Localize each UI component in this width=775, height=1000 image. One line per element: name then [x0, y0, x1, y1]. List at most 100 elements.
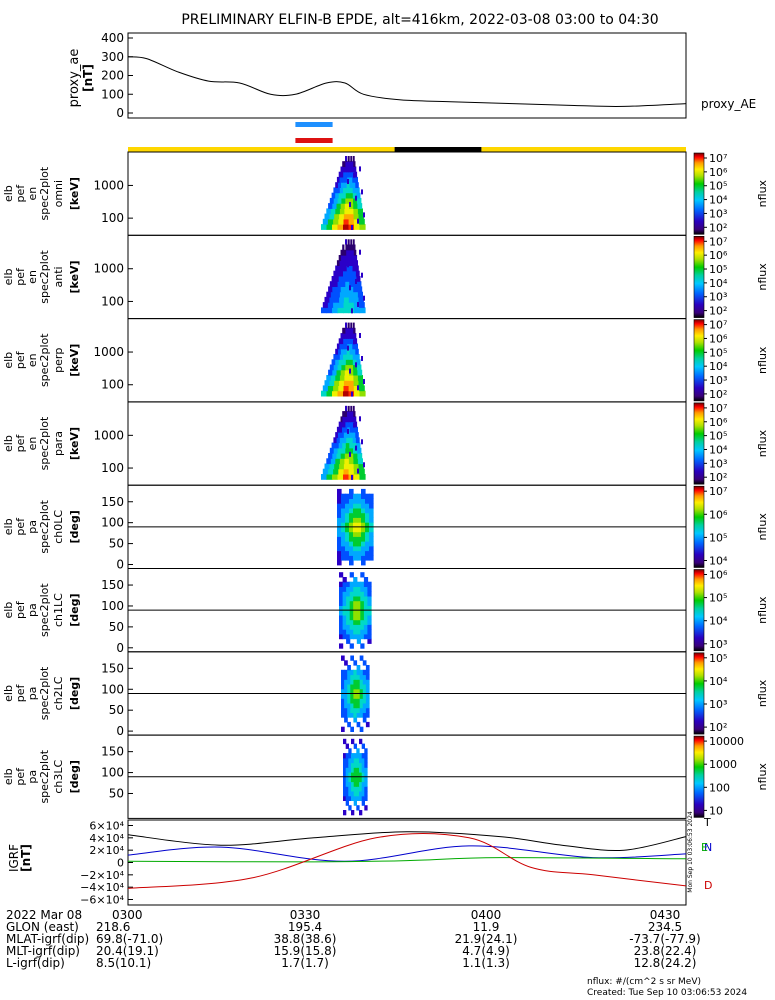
pa-cell: [341, 555, 346, 561]
pa-cell: [343, 753, 347, 759]
pa-cell: [350, 655, 354, 661]
pa-cell: [345, 757, 349, 764]
spectrogram-cell: [346, 182, 351, 188]
pa-cell: [349, 591, 354, 597]
pa-cell: [364, 767, 368, 773]
status-bar-yellow: [481, 147, 686, 152]
pa-cell: [365, 688, 370, 694]
spectrogram-cell: [321, 224, 328, 230]
pa-cell: [356, 757, 360, 764]
pa-cell: [365, 712, 370, 718]
spectrogram-cell: [338, 385, 345, 392]
spectrogram-cell: [355, 437, 360, 444]
spectrogram-cell: [339, 380, 345, 386]
energy-panel-frame: [127, 401, 687, 486]
pa-cell: [362, 684, 367, 690]
spectrogram-cell: [352, 432, 356, 438]
pa-cell: [353, 503, 358, 509]
panel-ylabel: elb: [2, 768, 15, 785]
energy-ytick-label: 1000: [93, 428, 124, 442]
spectrogram-cell: [343, 255, 346, 261]
spectrogram-cell: [354, 390, 361, 397]
spectrogram-cell: [327, 302, 334, 308]
spectrogram-cell: [338, 359, 343, 366]
spectrogram-cell: [332, 224, 339, 230]
spectrogram-cell: [321, 474, 328, 480]
pa-cell: [337, 498, 342, 504]
spectrogram-speckle: [347, 345, 349, 351]
pa-cell: [349, 600, 354, 606]
pa-cell: [337, 560, 342, 566]
colorbar-tick-label: 10⁶: [709, 249, 728, 262]
spectrogram-cell: [326, 458, 332, 465]
pa-cell: [345, 517, 350, 523]
footer-value: 234.5: [647, 920, 683, 934]
spectrogram-cell: [342, 244, 345, 251]
spectrogram-cells: [321, 156, 366, 230]
pa-cell: [353, 688, 358, 694]
spectrogram-cell: [348, 411, 351, 417]
pa-cell: [341, 541, 346, 547]
spectrogram-cell: [330, 458, 336, 465]
panel-ylabel: pef: [14, 184, 27, 203]
spectrogram-cell: [339, 260, 343, 266]
spectrogram-cell: [334, 296, 340, 303]
pa-cell: [357, 541, 362, 547]
spectrogram-cell: [332, 369, 338, 376]
spectrogram-cell: [350, 416, 353, 423]
panel-ylabel: anti: [52, 266, 65, 287]
colorbar-tick-label: 10⁴: [709, 360, 728, 373]
spectrogram-speckle: [349, 451, 351, 457]
pa-cell: [349, 610, 354, 616]
spectrogram-cell: [348, 375, 354, 381]
created-stamp: Created: Tue Sep 10 03:06:53 2024: [587, 988, 748, 998]
spectrogram-cell: [336, 203, 342, 209]
spectrogram-cell: [337, 307, 344, 314]
panel-ylabel: en: [26, 187, 39, 201]
pa-cell: [348, 805, 352, 811]
spectrogram-cell: [353, 213, 359, 220]
pa-cell: [356, 795, 360, 801]
spectrogram-cell: [352, 354, 357, 360]
spectrogram-cell: [331, 192, 336, 199]
spectrogram-speckle: [353, 422, 355, 428]
pa-cell: [348, 781, 352, 787]
footer-value: 1.1(1.3): [462, 956, 510, 970]
colorbar-tick-label: 10⁵: [709, 180, 727, 193]
spectrogram-cell: [353, 291, 359, 298]
spectrogram-cell: [352, 192, 357, 199]
pa-cell: [360, 581, 365, 587]
colorbar-tick-label: 10000: [709, 735, 744, 748]
spectrogram-cell: [329, 463, 335, 470]
footer-value: -73.7(-77.9): [629, 932, 701, 946]
spectrogram-cell: [329, 364, 335, 371]
pa-cell: [343, 791, 347, 797]
pa-cell: [359, 702, 364, 709]
pa-cell: [362, 707, 367, 713]
pa-cell: [339, 581, 344, 587]
spectrogram-cell: [341, 281, 346, 287]
pa-cell: [350, 669, 354, 676]
pa-cell: [353, 586, 358, 592]
spectrogram-speckle: [361, 356, 363, 361]
spectrogram-cell: [348, 244, 351, 251]
pa-cell: [363, 610, 369, 616]
footer-value: 23.8(22.4): [633, 944, 697, 958]
panel-ylabel: pa: [26, 770, 39, 784]
pa-cell: [353, 600, 358, 606]
pa-cell: [356, 707, 361, 713]
spectrogram-cell: [351, 249, 355, 256]
spectrogram-cell: [359, 390, 366, 397]
spectrogram-cell: [355, 182, 359, 188]
pa-cell: [369, 507, 374, 514]
pa-cell: [342, 600, 347, 606]
pa-cell: [344, 679, 348, 685]
spectrogram-cell: [354, 307, 361, 314]
spectrogram-cell: [333, 218, 339, 225]
pa-cell: [349, 512, 354, 518]
spectrogram-cell: [328, 203, 333, 209]
pa-cell: [369, 555, 374, 561]
pa-cell: [346, 633, 351, 640]
pa-cell: [359, 669, 364, 676]
spectrogram-cell: [346, 265, 351, 272]
